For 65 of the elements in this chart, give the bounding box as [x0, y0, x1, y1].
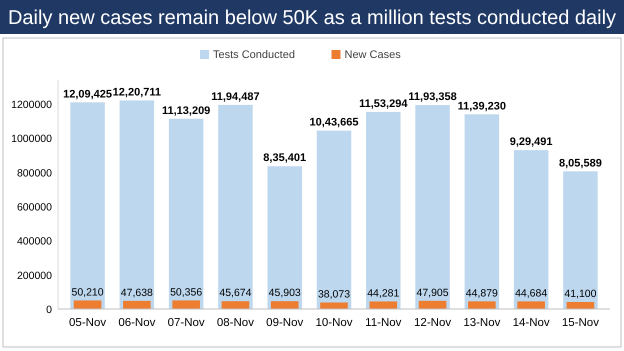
data-label: 38,073 — [318, 288, 350, 300]
chart-title: Daily new cases remain below 50K as a million tests conducted daily — [8, 7, 616, 29]
bar — [517, 301, 545, 309]
data-label: 45,903 — [268, 287, 301, 300]
data-label: 41,100 — [564, 288, 597, 300]
data-label: 12,20,711 — [112, 86, 162, 98]
bar — [566, 302, 594, 309]
data-label: 50,210 — [72, 286, 104, 298]
data-label: 9,29,491 — [510, 136, 553, 148]
bar — [120, 100, 154, 309]
y-tick-label: 200000 — [16, 270, 52, 282]
data-label: 11,53,294 — [359, 98, 408, 110]
x-tick-label: 06-Nov — [118, 317, 156, 329]
bar — [270, 301, 299, 309]
x-tick-label: 05-Nov — [69, 317, 106, 329]
x-tick-label: 14-Nov — [512, 317, 550, 329]
data-label: 8,35,401 — [263, 152, 306, 164]
data-label: 47,638 — [120, 286, 154, 299]
x-tick-label: 07-Nov — [168, 317, 205, 329]
data-label: 10,43,665 — [310, 116, 358, 129]
bar — [464, 114, 500, 309]
data-label: 11,39,230 — [458, 100, 506, 112]
x-tick-label: 15-Nov — [562, 317, 600, 329]
data-label: 11,13,209 — [162, 104, 210, 117]
bar — [168, 118, 204, 309]
x-tick-label: 13-Nov — [463, 317, 501, 329]
bar — [74, 300, 102, 309]
y-tick-label: 1200000 — [11, 98, 52, 111]
legend-label: Tests Conducted — [213, 49, 295, 61]
bar — [563, 171, 598, 309]
bar — [123, 300, 151, 309]
bar — [218, 104, 253, 309]
x-tick-label: 11-Nov — [365, 317, 402, 329]
data-label: 8,05,589 — [559, 157, 602, 170]
bar — [418, 300, 446, 309]
bar — [514, 150, 548, 309]
data-label: 47,905 — [416, 286, 449, 299]
bar — [172, 300, 200, 309]
bar — [369, 301, 398, 309]
y-tick-label: 0 — [46, 304, 52, 316]
bar — [222, 301, 250, 309]
legend-label: New Cases — [344, 49, 402, 61]
data-label: 44,879 — [466, 287, 498, 300]
y-tick-label: 800000 — [16, 167, 52, 180]
bar — [468, 301, 496, 309]
x-tick-label: 08-Nov — [216, 317, 254, 329]
x-tick-label: 12-Nov — [414, 317, 452, 329]
data-label: 44,281 — [367, 287, 400, 300]
data-label: 11,94,487 — [211, 90, 260, 103]
data-label: 45,674 — [219, 287, 252, 300]
x-tick-label: 10-Nov — [315, 317, 353, 329]
x-tick-label: 09-Nov — [266, 317, 304, 329]
bar — [415, 105, 450, 309]
data-label: 44,684 — [515, 287, 548, 300]
bar — [70, 102, 105, 309]
data-label: 12,09,425 — [63, 88, 112, 100]
data-label: 50,356 — [170, 286, 202, 298]
data-label: 11,93,358 — [408, 91, 457, 104]
y-tick-label: 400000 — [16, 236, 52, 248]
y-tick-label: 600000 — [16, 201, 52, 214]
bar — [316, 130, 352, 309]
bar — [366, 112, 401, 309]
y-tick-label: 1000000 — [11, 133, 52, 146]
bar — [320, 302, 348, 309]
bar — [267, 166, 302, 309]
